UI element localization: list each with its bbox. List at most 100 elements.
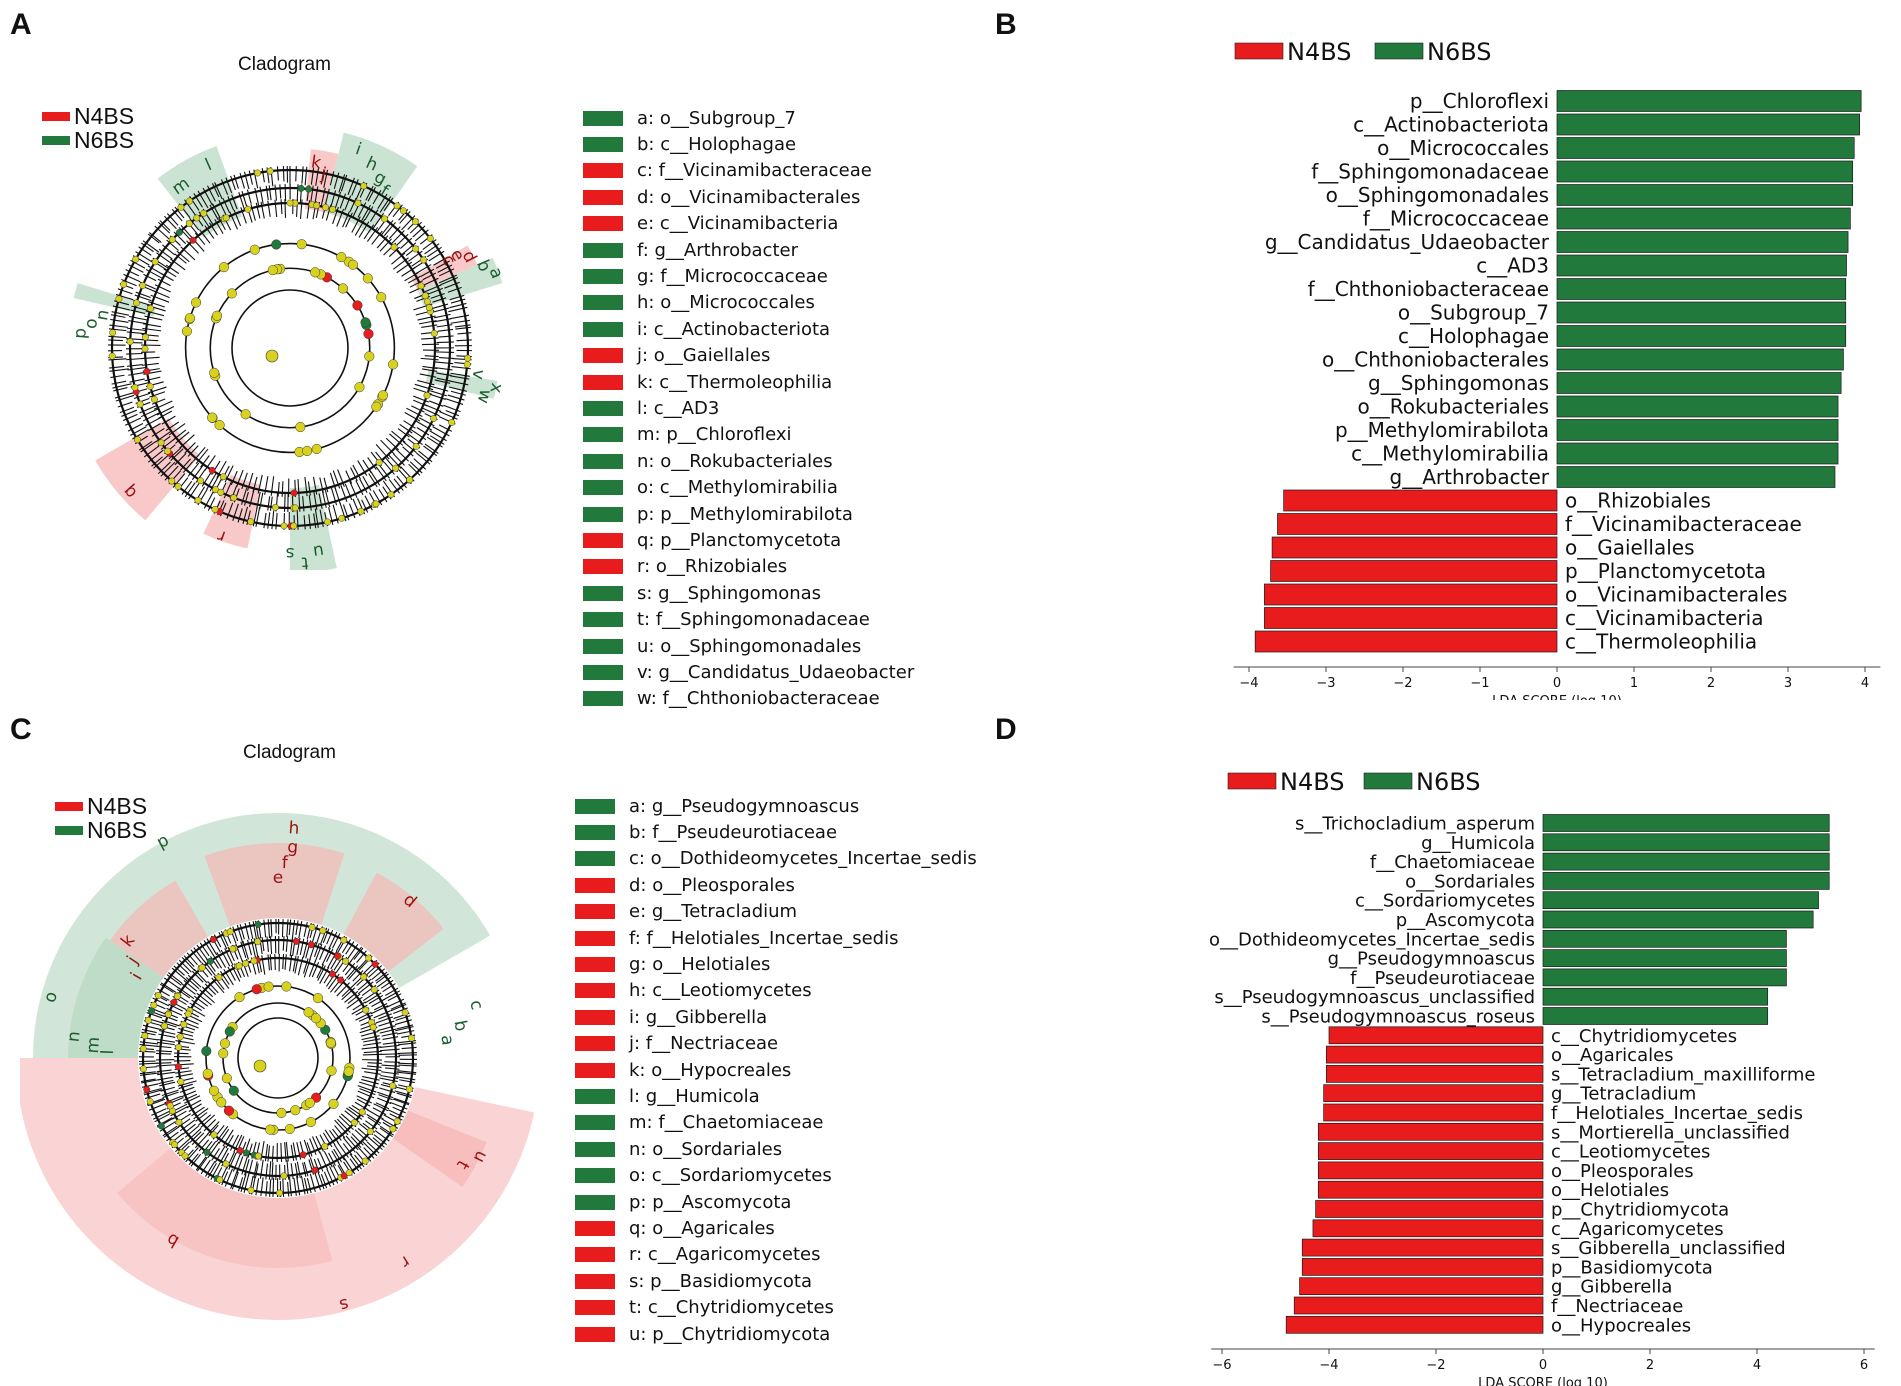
node	[412, 442, 420, 450]
branch	[140, 1078, 156, 1083]
branch	[277, 481, 280, 497]
branch	[347, 993, 361, 1004]
legend-entry: u: o__Sphingomonadales	[583, 633, 914, 659]
bar-label: g__Pseudogymnoascus	[1328, 949, 1535, 970]
bar-label: o__Dothideomycetes_Incertae_sedis	[1209, 929, 1535, 950]
branch	[381, 1032, 398, 1037]
branch	[329, 171, 335, 186]
branch	[185, 977, 200, 990]
branch	[222, 198, 230, 213]
node	[189, 236, 197, 244]
legend-label-n6bs: N6BS	[1427, 38, 1492, 66]
node	[226, 288, 237, 299]
node	[234, 992, 245, 1003]
bar	[1556, 207, 1851, 230]
branch	[382, 983, 396, 993]
clade-highlight	[392, 1110, 487, 1188]
branch	[181, 1090, 197, 1098]
legend-text: p: p__Ascomycota	[629, 1191, 792, 1213]
branch	[352, 464, 361, 480]
branch	[388, 246, 400, 258]
branch	[375, 451, 386, 464]
branch	[261, 936, 265, 952]
legend-label-n4bs: N4BS	[1287, 38, 1352, 66]
node	[354, 382, 365, 393]
branch	[284, 184, 287, 202]
bar	[1323, 1103, 1544, 1122]
branch	[422, 272, 437, 281]
branch	[366, 1141, 380, 1154]
branch	[127, 423, 144, 432]
node	[399, 207, 407, 215]
node	[328, 1098, 339, 1109]
node	[337, 976, 345, 984]
bar-label: g__Tetracladium	[1551, 1084, 1696, 1105]
legend-swatch	[583, 559, 623, 575]
legend-text: a: o__Subgroup_7	[637, 107, 796, 129]
legend-entry: i: c__Actinobacteriota	[583, 316, 914, 342]
node	[208, 466, 216, 474]
branch	[307, 481, 311, 496]
branch	[366, 227, 379, 242]
node	[406, 476, 414, 484]
branch	[358, 1014, 373, 1022]
x-tick-label: 1	[1630, 676, 1638, 691]
branch	[382, 1036, 399, 1040]
branch	[253, 1161, 258, 1178]
legend-swatch	[575, 1247, 615, 1263]
node	[393, 202, 401, 210]
legend-swatch	[583, 453, 623, 469]
bar-label: o__Chthoniobacterales	[1322, 348, 1549, 372]
branch	[200, 1159, 211, 1175]
branch	[274, 199, 278, 217]
branch	[375, 1102, 390, 1110]
bar	[1317, 1122, 1544, 1141]
node	[296, 239, 307, 250]
branch	[178, 959, 192, 973]
clade-letter: k	[310, 152, 323, 173]
branch	[363, 1050, 382, 1054]
node	[217, 488, 225, 496]
branch	[434, 379, 451, 384]
node	[215, 973, 223, 981]
node	[371, 401, 382, 412]
node	[175, 228, 183, 236]
legend-swatch	[575, 1088, 615, 1104]
branch	[231, 194, 238, 210]
bar-label: p__Ascomycota	[1396, 910, 1535, 931]
bar	[1264, 583, 1558, 606]
clade-highlight	[417, 257, 503, 308]
node	[164, 447, 172, 455]
branch	[130, 309, 146, 315]
legend-swatch-n4bs	[1227, 772, 1277, 790]
legend-entry: o: c__Methylomirabilia	[583, 474, 914, 500]
branch	[432, 297, 447, 303]
node	[181, 326, 193, 337]
branch	[351, 1133, 364, 1146]
branch	[308, 514, 311, 529]
branch	[438, 335, 454, 338]
branch	[281, 481, 284, 497]
node	[448, 418, 456, 426]
node	[247, 518, 255, 526]
branch	[130, 259, 146, 269]
branch	[445, 409, 460, 417]
branch	[303, 1162, 309, 1177]
branch	[241, 472, 248, 490]
branch	[156, 1041, 175, 1046]
node	[184, 1010, 192, 1018]
branch	[317, 965, 326, 981]
branch	[413, 458, 427, 470]
node	[151, 258, 159, 266]
branch	[367, 1116, 381, 1126]
bar	[1542, 833, 1830, 852]
node	[236, 1147, 244, 1155]
bar	[1542, 949, 1787, 967]
legend-text: s: p__Basidiomycota	[629, 1270, 812, 1292]
branch	[378, 1094, 393, 1101]
branch	[270, 919, 273, 937]
ring	[158, 938, 398, 1178]
branch	[158, 1033, 176, 1039]
branch	[154, 284, 171, 293]
branch	[422, 365, 438, 370]
